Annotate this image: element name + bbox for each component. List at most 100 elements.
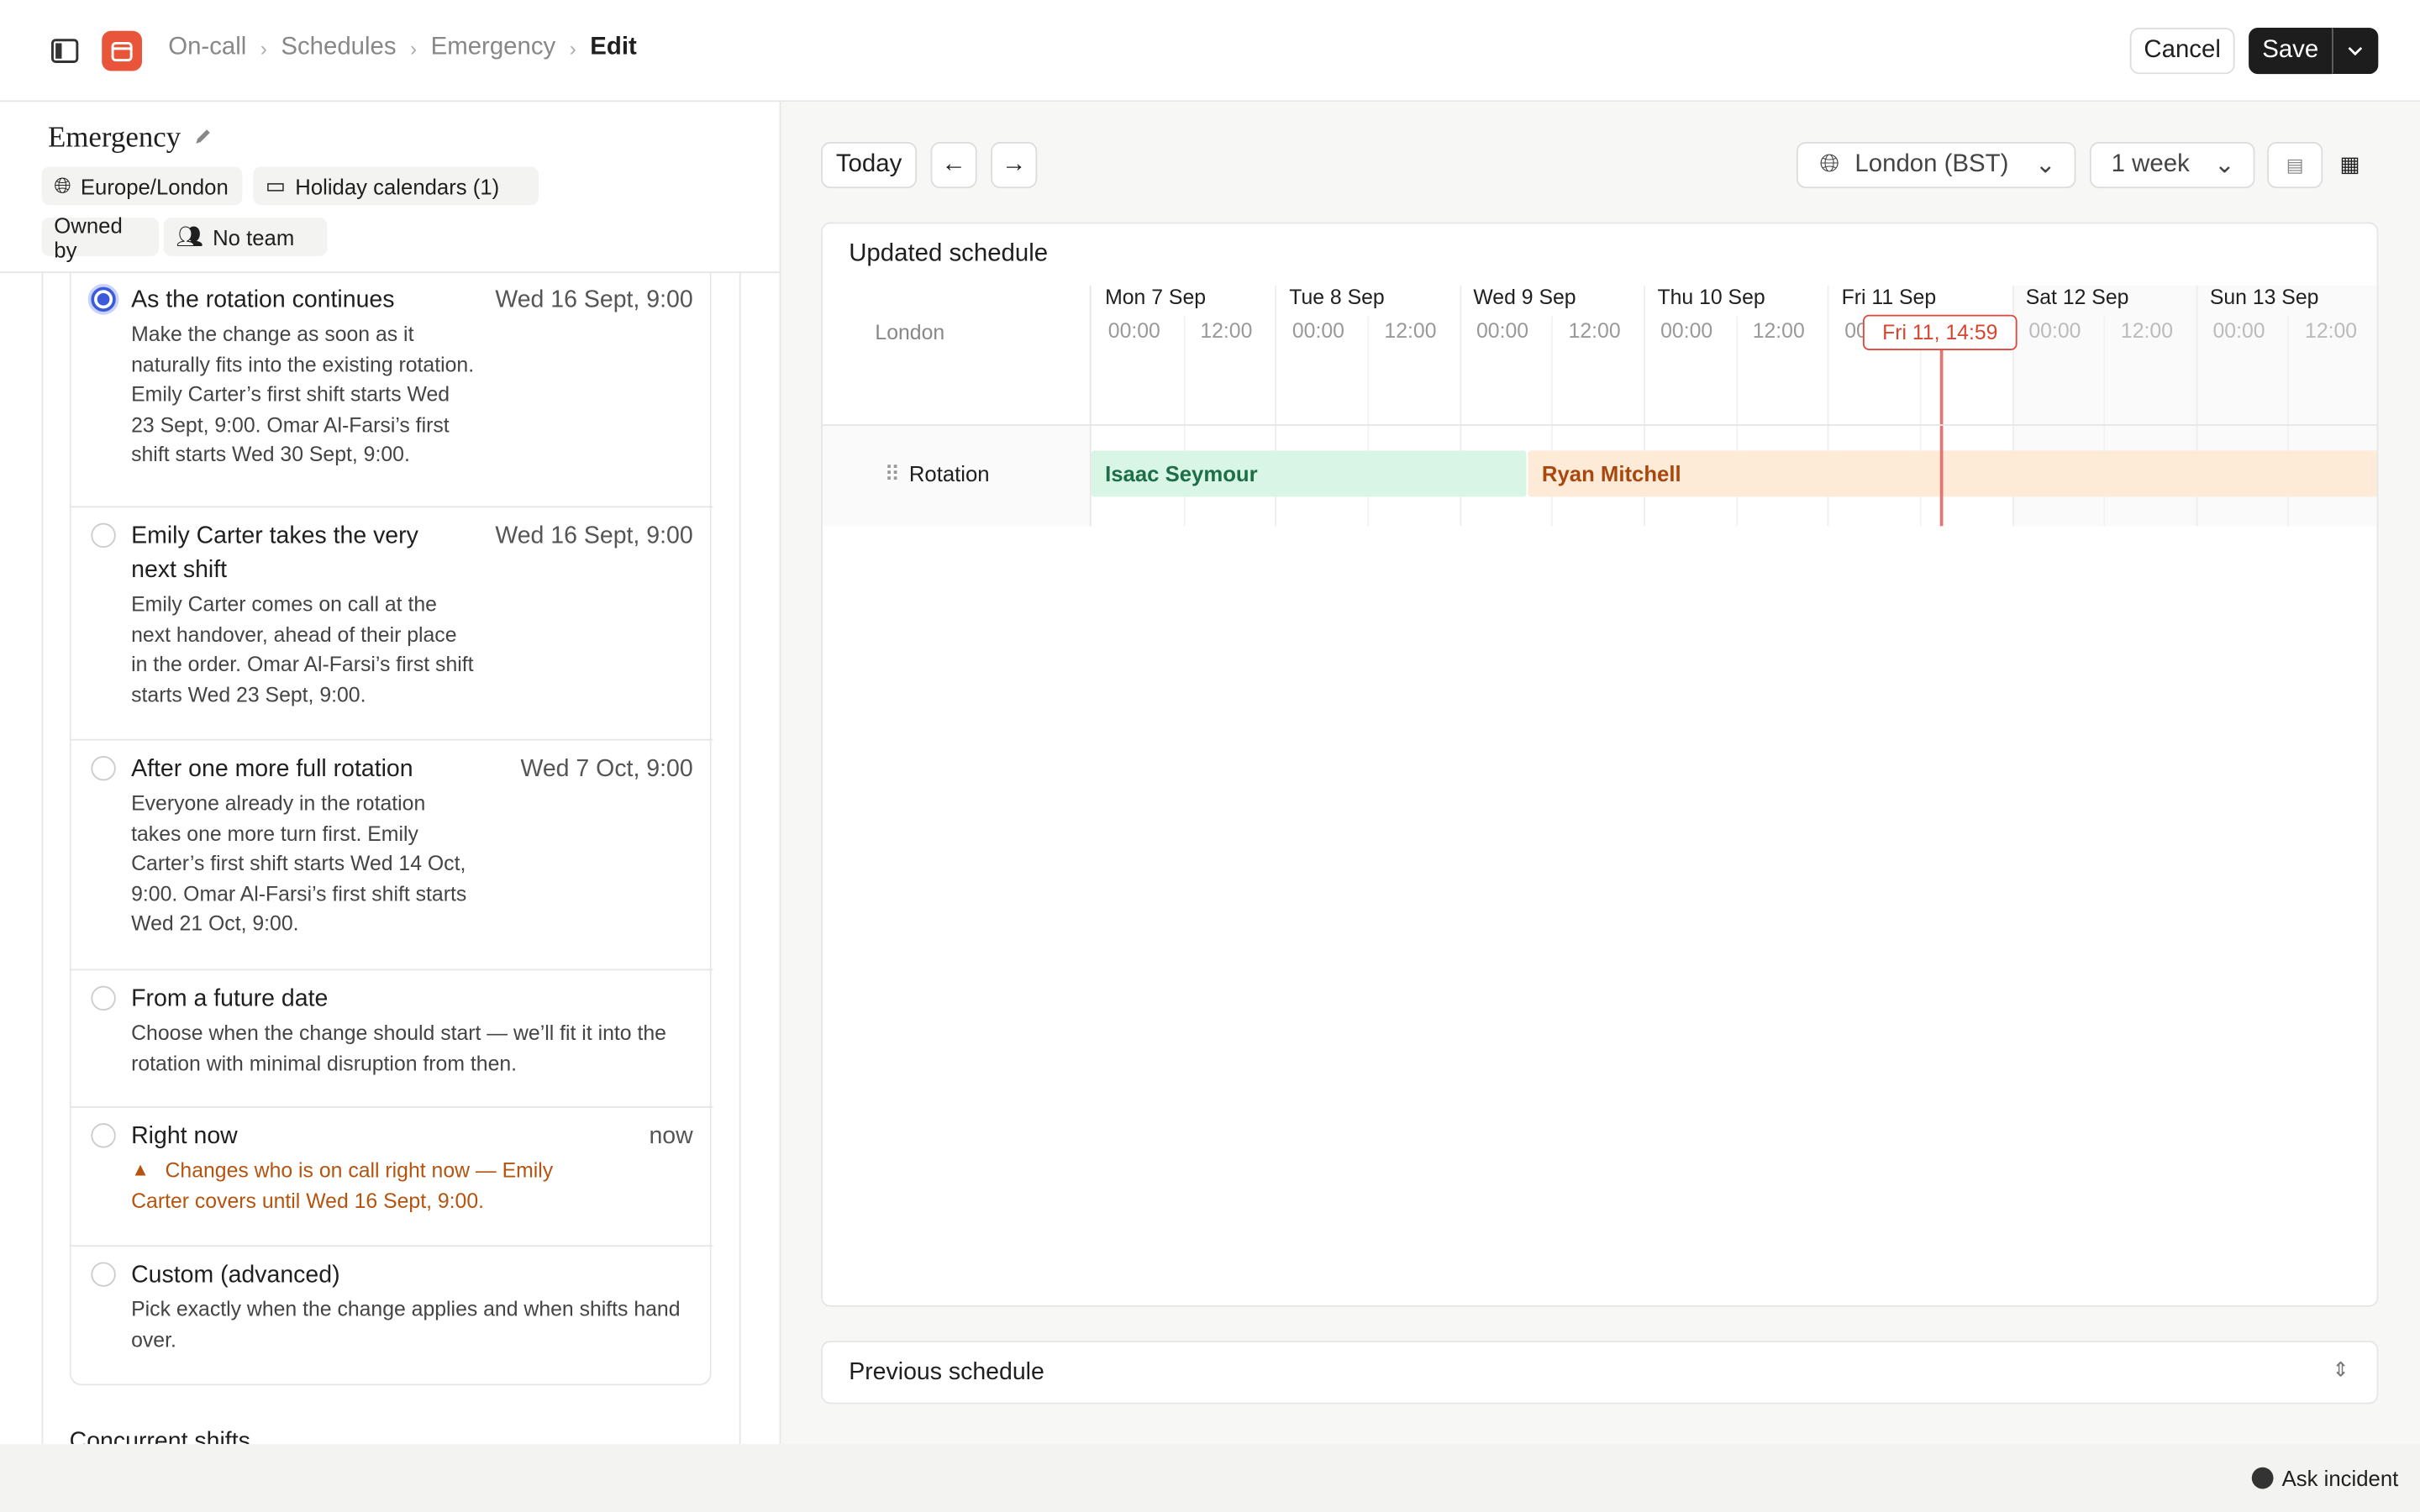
radio[interactable] [91, 985, 116, 1011]
list-view-button[interactable]: ▤ [2267, 141, 2323, 189]
hour-label: 00:00 [1476, 319, 1529, 343]
save-button[interactable]: Save [2249, 28, 2333, 75]
breadcrumb-item[interactable]: On-call [168, 34, 247, 60]
sidebar-toggle[interactable] [50, 39, 79, 63]
option-date: now [649, 1123, 693, 1150]
hour-label: 00:00 [1660, 319, 1713, 343]
warning-icon: ▲ [131, 1158, 150, 1181]
calendar-view-button[interactable]: ▦ [2339, 151, 2360, 176]
now-line [1939, 331, 1943, 527]
half-line [1551, 316, 1554, 527]
radio[interactable] [91, 1123, 116, 1148]
half-line [2287, 316, 2290, 527]
ask-button[interactable]: Ask incident [2250, 1465, 2399, 1491]
schedule-name: Emergency [47, 122, 182, 155]
ask-text: Ask incident [2281, 1465, 2399, 1491]
owner-tag[interactable]: 👥︎ No team [163, 217, 328, 256]
breadcrumb: On-call › Schedules › Emergency › Edit [168, 34, 637, 61]
breadcrumb-separator: › [569, 36, 576, 60]
breadcrumb-item[interactable]: Emergency [430, 34, 556, 60]
option[interactable]: Custom (advanced) Pick exactly when the c… [71, 1247, 713, 1385]
option-description: Everyone already in the rotation takes o… [131, 791, 467, 936]
hour-label: 00:00 [1107, 319, 1160, 343]
concurrent-label: Concurrent shifts [69, 1428, 250, 1445]
shift[interactable]: Ryan Mitchell [1528, 450, 2377, 497]
prev-button[interactable]: ← [930, 141, 977, 189]
radio[interactable] [91, 1262, 116, 1287]
option-date: Wed 16 Sept, 9:00 [495, 286, 693, 313]
day-label: Fri 11 Sep [1841, 285, 1937, 309]
radio[interactable] [91, 756, 116, 781]
footer: Ask incident [0, 1444, 2420, 1512]
day-label: Wed 9 Sep [1473, 285, 1576, 309]
now-marker: Fri 11, 14:59 [1862, 314, 2018, 350]
half-line [1919, 316, 1922, 527]
breadcrumb-separator: › [410, 36, 418, 60]
warning-text: Changes who is on call right now — Emily… [131, 1158, 554, 1212]
schedule-title: Updated schedule [849, 240, 1049, 267]
radio[interactable] [91, 286, 116, 312]
day-line [1459, 285, 1461, 527]
previous-title: Previous schedule [849, 1359, 1044, 1386]
option-title: After one more full rotation [131, 756, 413, 783]
timezone-select-text: London (BST) [1854, 151, 2009, 178]
radio[interactable] [91, 522, 116, 549]
holiday-tag[interactable]: ▭ Holiday calendars (1) [253, 166, 539, 206]
scroll-area: As the rotation continues Wed 16 Sept, 9:… [41, 271, 741, 1445]
option-title: As the rotation continues [131, 286, 395, 313]
schedule-card: Updated schedule London Mon 7 Sep 00:00 12… [821, 222, 2379, 1307]
next-button[interactable]: → [991, 141, 1038, 189]
half-line [1367, 316, 1370, 527]
row-label: London [875, 321, 945, 344]
option-description: Emily Carter comes on call at the next h… [131, 592, 474, 706]
option[interactable]: As the rotation continues Wed 16 Sept, 9:… [71, 271, 713, 508]
option[interactable]: Emily Carter takes the very next shift We… [71, 507, 713, 741]
timeline: Mon 7 Sep 00:00 12:00 Tue 8 Sep 00:00 12:00 We… [1089, 285, 2377, 527]
half-line [1735, 316, 1738, 527]
holiday-text: Holiday calendars (1) [295, 173, 500, 199]
option-description: Choose when the change should start — we… [131, 1021, 666, 1075]
option[interactable]: After one more full rotation Wed 7 Oct, 9… [71, 741, 713, 971]
option[interactable]: From a future date Choose when the change… [71, 970, 713, 1108]
breadcrumb-separator: › [260, 36, 267, 60]
range-select-text: 1 week [2111, 151, 2190, 178]
breadcrumb-item: Edit [590, 34, 637, 60]
day-line [1828, 285, 1829, 527]
hour-label: 12:00 [1752, 319, 1805, 343]
option-description: Pick exactly when the change applies and… [131, 1297, 681, 1352]
half-line [1183, 316, 1185, 527]
hour-label: 12:00 [2305, 319, 2358, 343]
owner-text: No team [213, 224, 295, 249]
option[interactable]: Right now now ▲ Changes who is on call righ… [71, 1108, 713, 1247]
hour-label: 00:00 [2212, 319, 2265, 343]
save-menu[interactable] [2332, 28, 2379, 75]
option-title: From a future date [131, 985, 329, 1012]
timezone-tag: 🌐︎ Europe/London [41, 166, 243, 206]
edit-icon[interactable] [193, 128, 212, 146]
hour-label: 12:00 [1568, 319, 1621, 343]
hour-label: 12:00 [1200, 319, 1253, 343]
shift[interactable]: Isaac Seymour [1091, 450, 1527, 497]
range-select[interactable]: 1 week ⌄ [2089, 141, 2255, 189]
day-label: Sat 12 Sep [2025, 285, 2129, 309]
left-panel: Emergency 🌐︎ Europe/London ▭ Holiday calen… [0, 102, 781, 1445]
option-list: As the rotation continues Wed 16 Sept, 9:… [69, 271, 713, 1386]
timezone-select[interactable]: 🌐︎ London (BST) ⌄ [1796, 141, 2076, 189]
rotation-label: Rotation [908, 461, 990, 486]
half-line [2103, 316, 2106, 527]
option-title: Right now [131, 1123, 238, 1150]
owned-label: Owned by [41, 213, 160, 261]
option-date: Wed 16 Sept, 9:00 [495, 522, 693, 549]
day-line [2196, 285, 2198, 527]
previous-schedule[interactable]: Previous schedule ⇕ [821, 1341, 2379, 1404]
hour-label: 00:00 [2028, 319, 2081, 343]
cancel-button[interactable]: Cancel [2129, 28, 2235, 75]
breadcrumb-item[interactable]: Schedules [281, 34, 397, 60]
option-description: Make the change as soon as it naturally … [131, 322, 475, 466]
hour-label: 12:00 [2120, 319, 2174, 343]
option-date: Wed 7 Oct, 9:00 [520, 756, 693, 783]
timezone-text: Europe/London [80, 173, 229, 199]
today-button[interactable]: Today [821, 141, 918, 189]
option-title: Emily Carter takes the very next shift [131, 522, 418, 584]
